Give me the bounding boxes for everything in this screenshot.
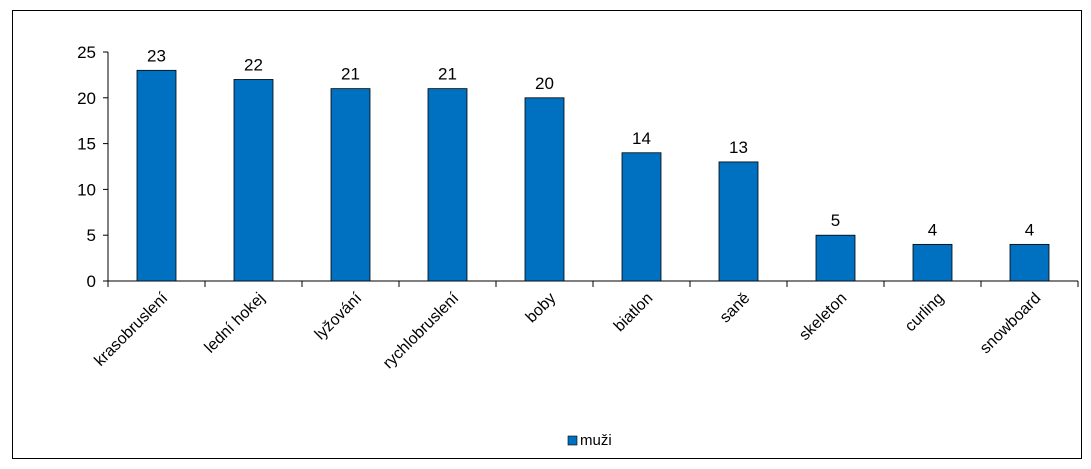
y-tick-label: 25 <box>77 43 96 62</box>
chart-border <box>12 10 1082 459</box>
bar <box>718 161 759 282</box>
bar <box>427 88 468 282</box>
x-axis: krasobruslení lední hokej lyžování rychlobr… <box>91 280 1079 372</box>
bar <box>136 69 177 282</box>
bar-value-label: 21 <box>438 65 457 84</box>
bar <box>330 88 371 282</box>
y-tick-label: 10 <box>77 180 96 199</box>
y-tick-label: 20 <box>77 89 96 108</box>
y-tick-label: 15 <box>77 135 96 154</box>
bar <box>815 234 856 282</box>
bars: 23 22 21 21 20 14 13 5 4 4 <box>136 46 1050 282</box>
y-tick-label: 5 <box>87 226 96 245</box>
bar <box>233 79 274 282</box>
x-tick-label: lední hokej <box>202 290 269 357</box>
bar <box>621 152 662 282</box>
bar <box>1009 243 1050 282</box>
bar-value-label: 23 <box>147 46 166 65</box>
bar-value-label: 4 <box>928 220 937 239</box>
x-tick-label: snowboard <box>977 290 1044 357</box>
x-tick-label: lyžování <box>312 289 366 343</box>
bar-value-label: 4 <box>1025 220 1034 239</box>
bar <box>524 97 565 282</box>
legend: muži <box>567 432 612 449</box>
bar-value-label: 14 <box>632 129 651 148</box>
x-tick-label: boby <box>523 290 560 327</box>
y-axis: 0 5 10 15 20 25 <box>77 43 109 291</box>
x-tick-label: skeleton <box>796 290 850 344</box>
x-tick-label: curling <box>902 290 947 335</box>
bar-value-label: 21 <box>341 65 360 84</box>
x-tick-label: biatlon <box>611 290 656 335</box>
x-tick-label: krasobruslení <box>91 289 171 369</box>
legend-swatch <box>567 435 578 446</box>
bar-value-label: 20 <box>535 74 554 93</box>
bar-value-label: 13 <box>729 138 748 157</box>
legend-label-muzi: muži <box>580 432 612 449</box>
x-tick-label: saně <box>717 290 754 327</box>
bar <box>912 243 953 282</box>
bar-value-label: 5 <box>831 211 840 230</box>
x-tick-label: rychlobruslení <box>380 289 463 372</box>
bar-value-label: 22 <box>244 55 263 74</box>
y-tick-label: 0 <box>87 272 96 291</box>
